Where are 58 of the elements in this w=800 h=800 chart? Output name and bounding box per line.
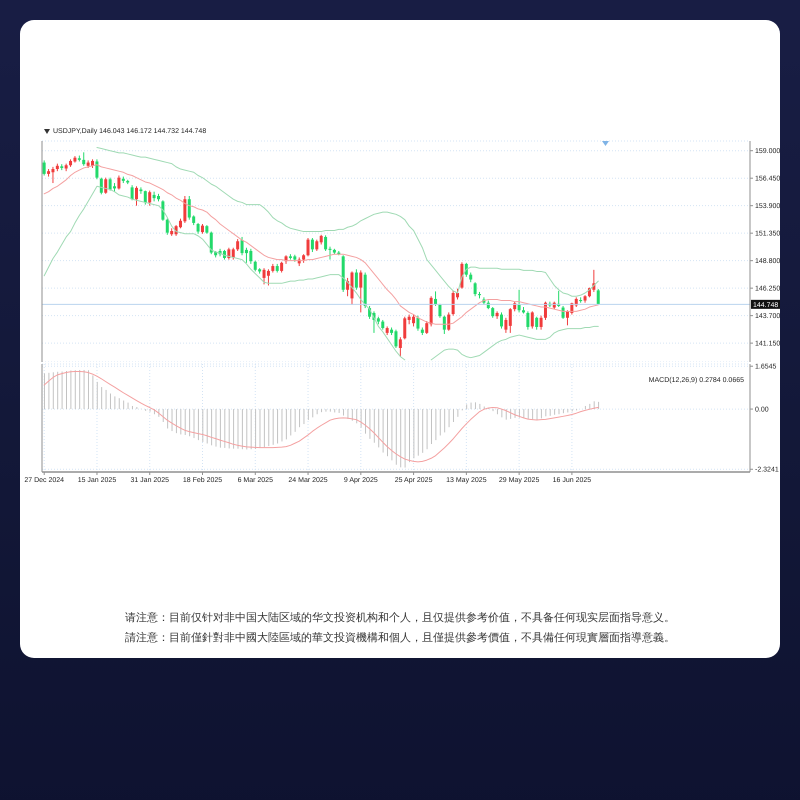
candlestick bbox=[447, 312, 450, 332]
candlestick bbox=[166, 218, 169, 236]
candlestick bbox=[100, 177, 103, 195]
candlestick bbox=[508, 308, 512, 334]
candlestick bbox=[359, 270, 362, 313]
candlestick bbox=[474, 282, 477, 297]
candlestick bbox=[280, 261, 284, 274]
candlestick bbox=[152, 191, 156, 202]
candlestick bbox=[210, 231, 213, 255]
candlestick bbox=[196, 222, 200, 234]
candlestick bbox=[232, 247, 235, 260]
candlestick bbox=[130, 184, 134, 201]
candlestick bbox=[42, 160, 46, 176]
candlestick bbox=[324, 234, 328, 252]
candlestick bbox=[249, 248, 252, 264]
candlestick bbox=[144, 190, 147, 206]
candlestick bbox=[135, 186, 138, 206]
candlestick bbox=[354, 268, 358, 290]
candlestick bbox=[526, 310, 530, 330]
candlestick bbox=[540, 315, 543, 330]
candlestick bbox=[452, 290, 455, 316]
candlestick bbox=[434, 290, 438, 306]
candlestick bbox=[562, 305, 565, 320]
candlestick bbox=[530, 310, 534, 330]
candlestick bbox=[108, 177, 112, 192]
text: 請注意：目前僅針對非中國大陸區域的華文投資機構和個人，且僅提供參考價值，不具備任何現實層面指導意義。 bbox=[124, 630, 676, 646]
candlestick bbox=[381, 319, 384, 330]
candlestick bbox=[535, 316, 538, 330]
candlestick bbox=[398, 336, 402, 358]
candlestick bbox=[315, 239, 318, 252]
candlestick bbox=[500, 312, 503, 330]
candlestick bbox=[491, 306, 494, 318]
candlestick bbox=[183, 195, 186, 224]
candlestick bbox=[240, 236, 244, 256]
candlestick bbox=[442, 315, 446, 334]
candlestick bbox=[82, 152, 86, 166]
candlestick bbox=[262, 268, 266, 285]
candlestick bbox=[403, 316, 406, 340]
candlestick bbox=[51, 166, 54, 184]
candlestick bbox=[518, 289, 521, 313]
candlestick bbox=[254, 260, 257, 272]
candlestick bbox=[236, 238, 240, 252]
candlestick bbox=[469, 272, 472, 283]
candlestick bbox=[438, 303, 442, 318]
candlestick bbox=[596, 288, 600, 306]
candlestick bbox=[188, 195, 191, 220]
candlestick bbox=[416, 315, 420, 332]
candlestick bbox=[95, 158, 98, 180]
candlestick bbox=[394, 329, 398, 348]
candlestick bbox=[266, 268, 270, 286]
candlestick bbox=[200, 224, 204, 234]
line-series bbox=[96, 146, 599, 297]
line-series bbox=[44, 371, 599, 462]
text: 请注意：目前仅针对非中国大陆区域的华文投资机构和个人，且仅提供参考价值，不具备任何现实层面指导意义。 bbox=[124, 610, 676, 626]
candlestick bbox=[306, 238, 310, 257]
candlestick bbox=[310, 238, 314, 253]
candlestick bbox=[148, 190, 152, 206]
candlestick bbox=[117, 175, 120, 190]
